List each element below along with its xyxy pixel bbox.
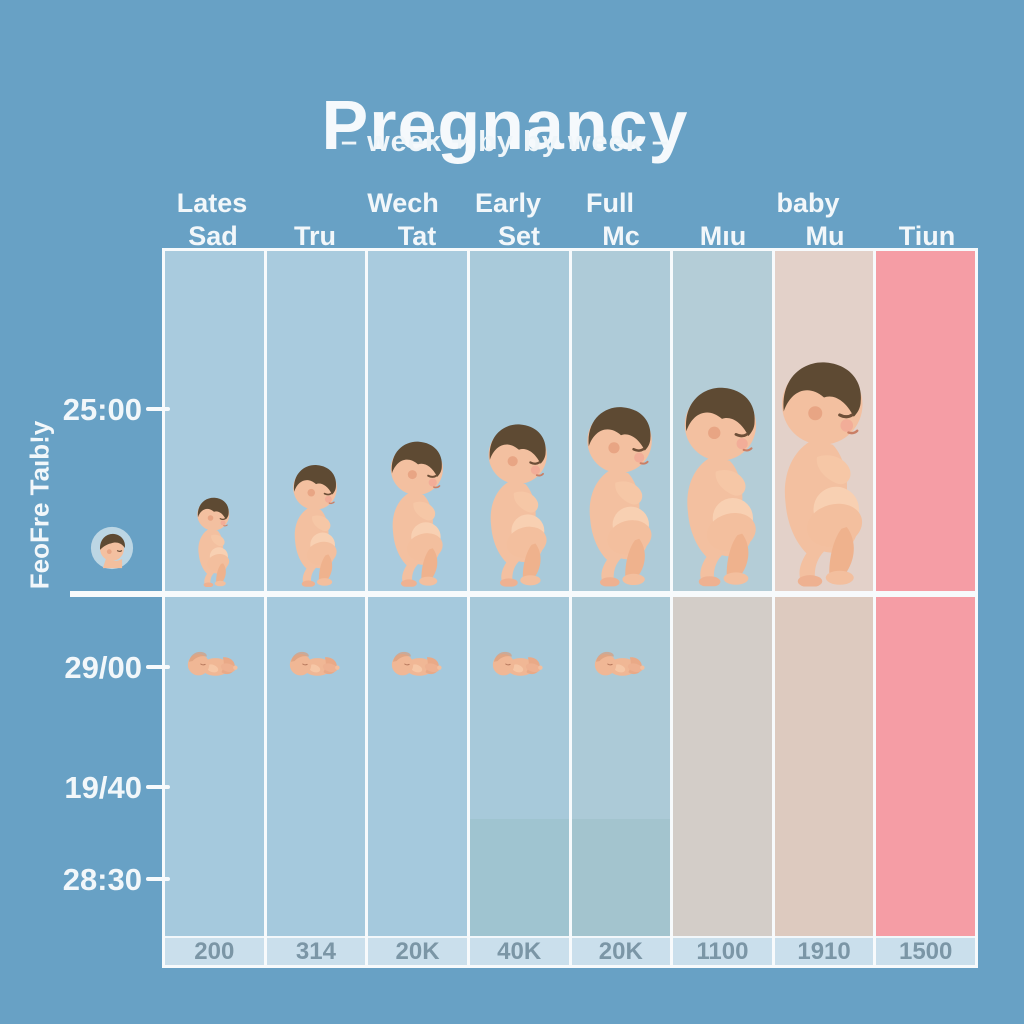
column-value-cell: 1500 [876, 936, 975, 965]
baby-illustration [676, 381, 769, 587]
group-label-baby: baby [776, 188, 840, 218]
column-miu: 1100 [673, 251, 775, 965]
column-value: 200 [194, 937, 235, 965]
column-value-cell: 1910 [774, 936, 874, 965]
column-header-set: Set [497, 221, 541, 251]
baby-illustration [481, 419, 557, 587]
column-header-tiun: Tiun [898, 221, 956, 251]
column-cell-bottom [876, 595, 975, 936]
fetus-icon [390, 645, 446, 683]
column-tat: 20K [368, 251, 470, 965]
column-cell-bottom [266, 595, 366, 936]
fetus-icon [593, 645, 649, 683]
column-value-cell: 1100 [673, 936, 772, 965]
column-header-tru: Tru [293, 221, 337, 251]
baby-illustration [772, 355, 877, 587]
y-axis-label: FeoFre Taıb!y [24, 420, 55, 590]
column-value-cell: 314 [266, 936, 366, 965]
y-tick-mark [146, 877, 170, 881]
column-value: 314 [295, 937, 336, 965]
column-cell-bottom [673, 595, 772, 936]
column-cell-top [368, 251, 467, 595]
fetus-icon [491, 645, 547, 683]
column-cell-bottom [469, 595, 569, 936]
column-value: 20K [395, 937, 440, 965]
column-cell-top [876, 251, 975, 595]
column-value: 1500 [898, 937, 953, 965]
column-value-cell: 20K [368, 936, 467, 965]
column-cell-top [266, 251, 366, 595]
y-tick-mark [146, 665, 170, 669]
baby-avatar-icon [90, 526, 134, 570]
group-label-early: Early [474, 188, 542, 218]
y-tick-mark [146, 785, 170, 789]
baby-illustration [193, 495, 235, 587]
column-header-mu: Mu [805, 221, 845, 251]
group-label-wech: Wech [367, 188, 439, 218]
fetus-icon [288, 645, 344, 683]
baby-illustration [579, 401, 663, 587]
baby-illustration [384, 437, 452, 587]
baby-illustration [287, 461, 344, 587]
column-cell-top [772, 251, 877, 595]
column-header-mc: Mc [602, 221, 640, 251]
column-value-cell: 40K [469, 936, 569, 965]
column-cell-top [469, 251, 569, 595]
column-value: 40K [497, 937, 542, 965]
column-cell-bottom [774, 595, 874, 936]
y-tick-label: 28:30 [62, 862, 142, 897]
divider-line [70, 591, 978, 597]
column-cell-bottom [571, 595, 671, 936]
column-header-miu: Mıu [699, 221, 747, 251]
y-tick-label: 29/00 [64, 650, 142, 685]
column-cell-bottom [368, 595, 467, 936]
column-cell-top [673, 251, 772, 595]
column-value: 20K [598, 937, 643, 965]
column-mc: 20K [571, 251, 674, 965]
column-mu: 1910 [772, 251, 877, 965]
group-label-full: Full [586, 188, 634, 218]
group-label-lates: Lates [176, 188, 248, 218]
fetus-icon [186, 645, 242, 683]
column-value: 1910 [797, 937, 851, 965]
chart-grid: 200 314 20K [162, 248, 978, 968]
column-value-cell: 200 [165, 936, 264, 965]
column-header-sad: Sad [188, 221, 238, 251]
column-cell-bottom [165, 595, 264, 936]
y-tick-label: 19/40 [64, 770, 142, 805]
column-value: 1100 [696, 937, 749, 965]
column-tru: 314 [266, 251, 369, 965]
column-tiun: 1500 [876, 251, 975, 965]
shade-patch [571, 819, 671, 936]
page-title: Pregnancy [321, 85, 689, 164]
column-set: 40K [469, 251, 572, 965]
y-tick-label: 25:00 [62, 392, 142, 427]
column-cell-top [165, 251, 264, 595]
shade-patch [469, 819, 569, 936]
column-value-cell: 20K [571, 936, 671, 965]
column-cell-top [571, 251, 671, 595]
column-header-tat: Tat [397, 221, 437, 251]
column-sad: 200 [165, 251, 267, 965]
page-subtitle: – week + by by week – [340, 126, 670, 158]
y-tick-mark [146, 407, 170, 411]
